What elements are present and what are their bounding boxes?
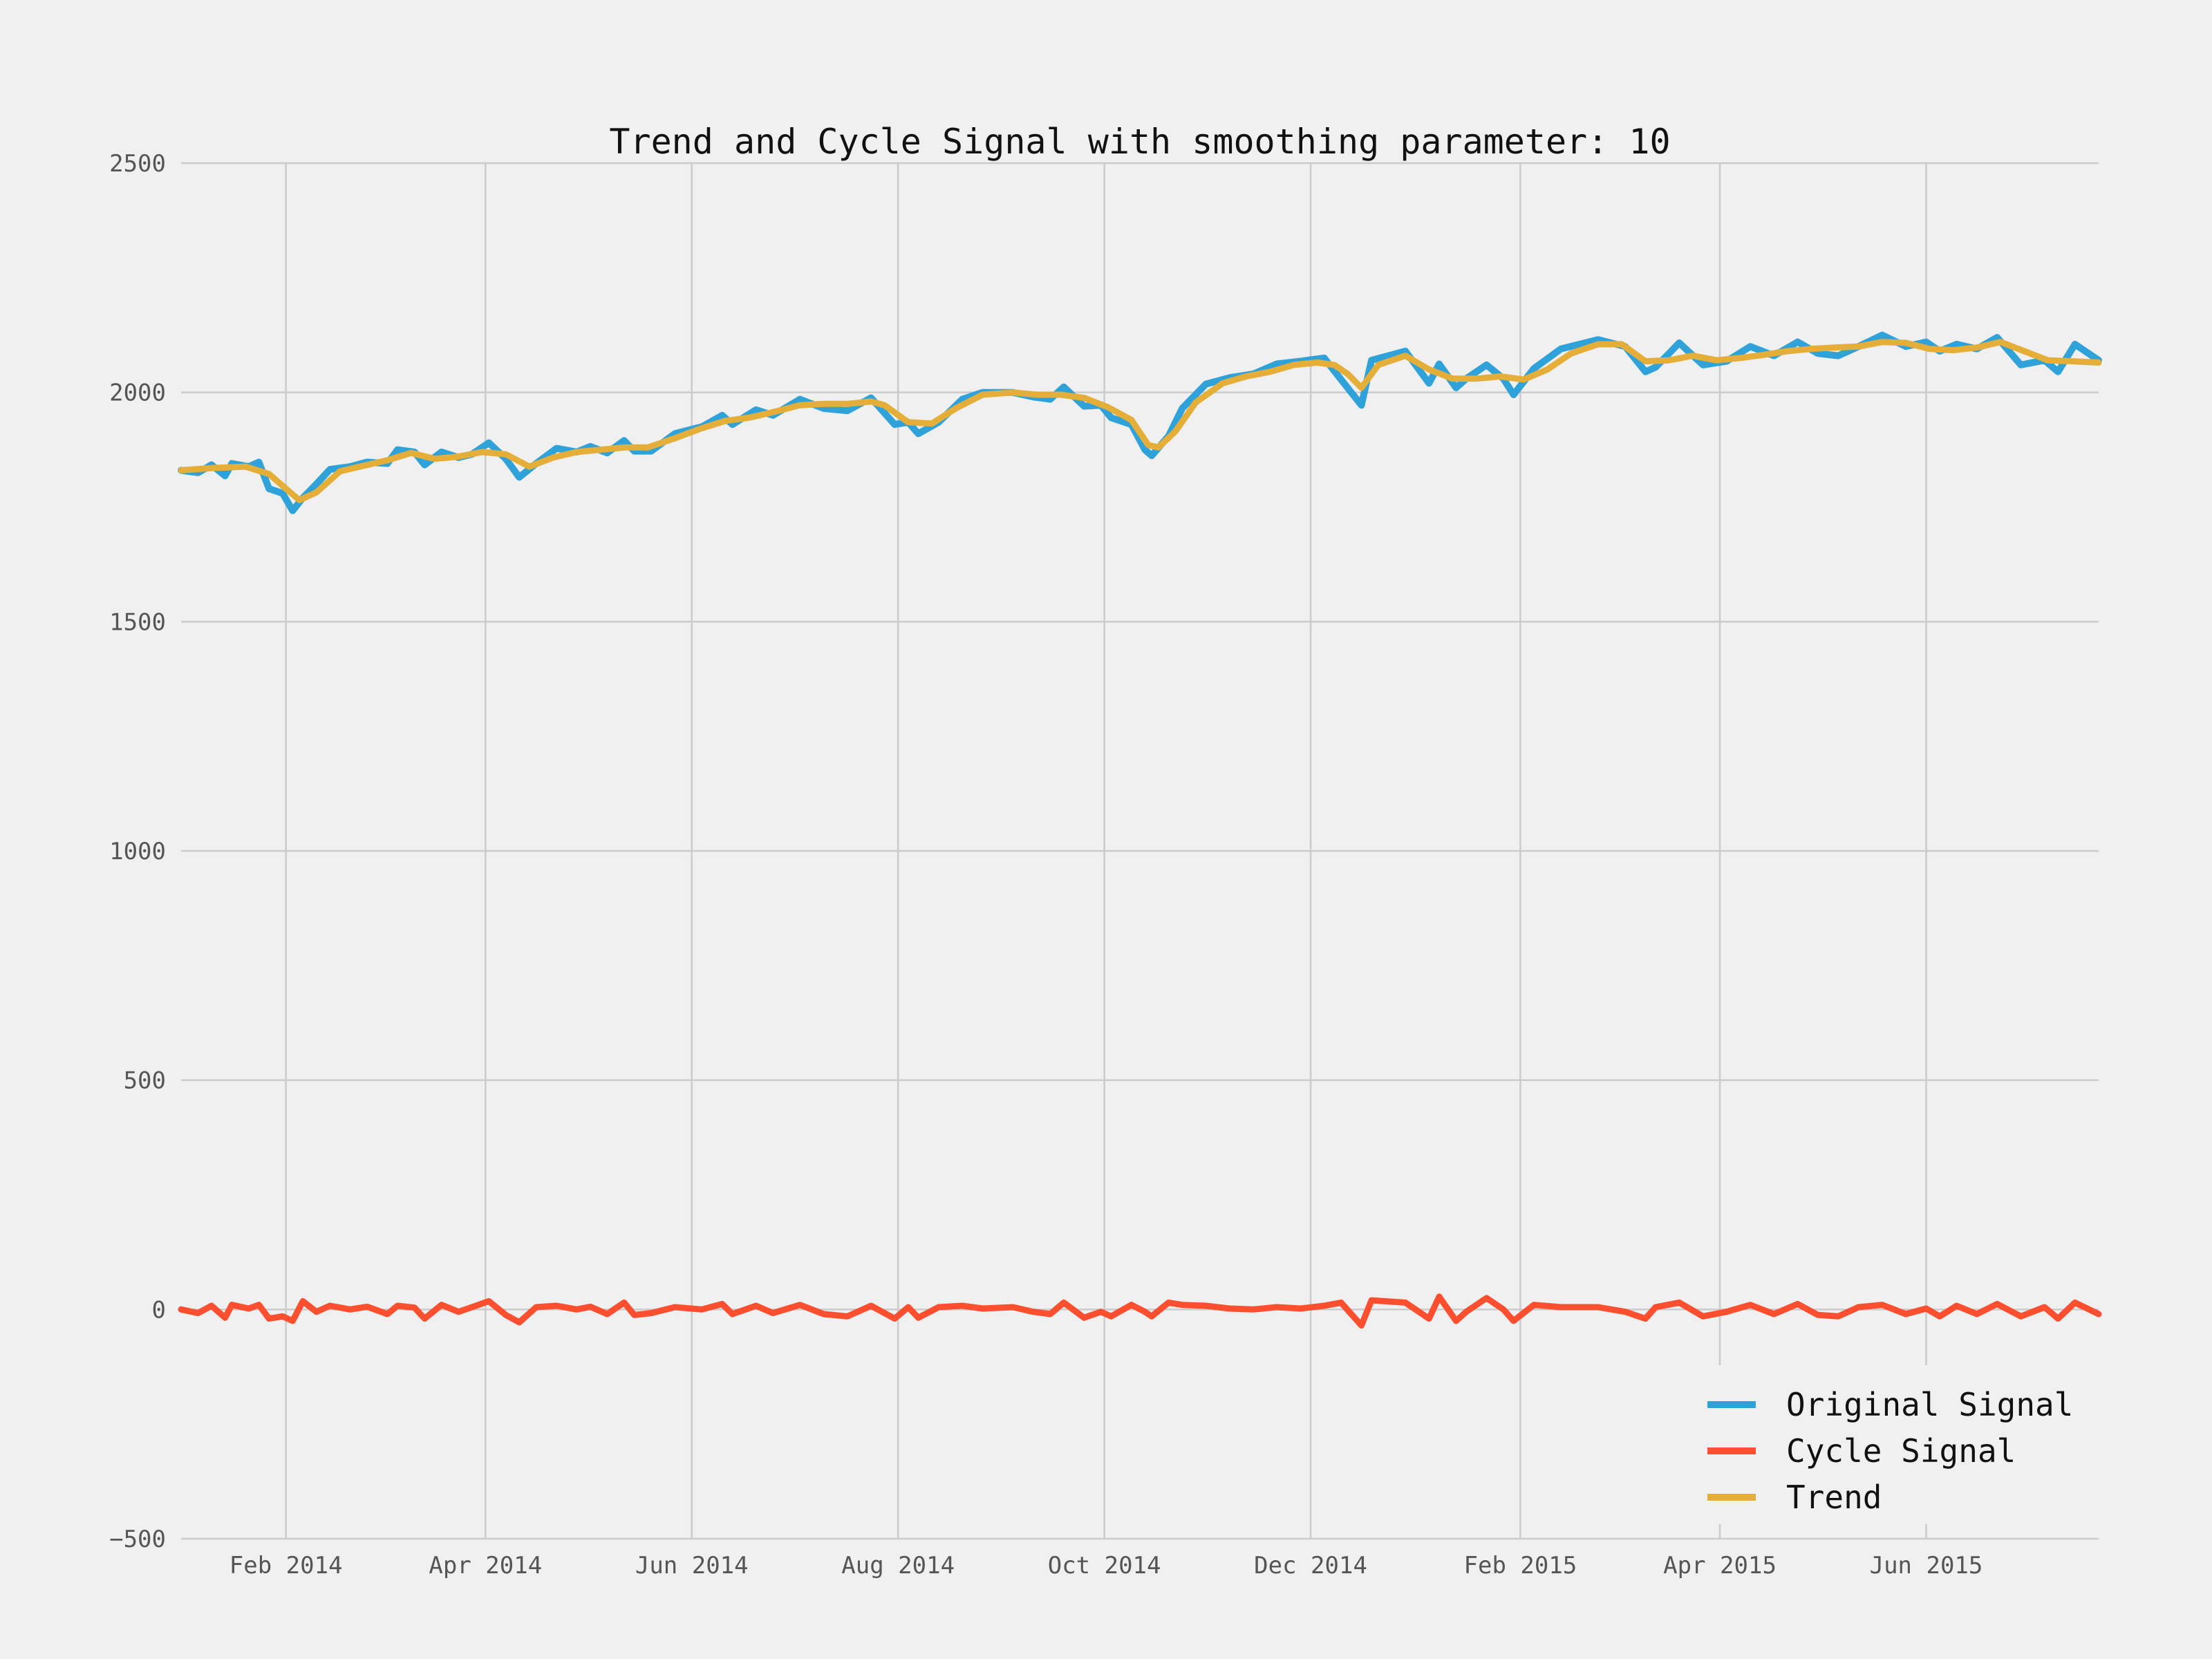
legend-label-original-signal: Original Signal: [1786, 1386, 2073, 1423]
y-tick-label: 500: [124, 1067, 166, 1095]
x-tick-label: Feb 2015: [1464, 1552, 1577, 1580]
tick-labels: −500 0 500 1000 1500 2000 2500 Feb 2014 Apr 2014…: [109, 150, 1983, 1580]
series-line-cycle-signal: [178, 1293, 2102, 1329]
x-tick-label: Feb 2014: [229, 1552, 343, 1580]
y-tick-label: 1000: [109, 838, 166, 865]
series-line-trend: [178, 339, 2102, 503]
x-tick-label: Apr 2014: [429, 1552, 542, 1580]
legend-label-trend: Trend: [1786, 1479, 1882, 1516]
y-tick-label: 2000: [109, 379, 166, 407]
legend-label-cycle-signal: Cycle Signal: [1786, 1432, 2016, 1470]
legend: Original Signal Cycle Signal Trend: [1687, 1365, 2088, 1524]
x-tick-label: Aug 2014: [841, 1552, 955, 1580]
y-tick-label: −500: [109, 1526, 166, 1553]
y-tick-label: 0: [152, 1296, 166, 1324]
y-tick-label: 1500: [109, 608, 166, 636]
x-tick-label: Oct 2014: [1048, 1552, 1161, 1580]
series-layer: [178, 331, 2102, 1329]
x-tick-label: Jun 2014: [635, 1552, 749, 1580]
y-tick-label: 2500: [109, 150, 166, 178]
x-tick-label: Jun 2015: [1870, 1552, 1983, 1580]
chart-title: Trend and Cycle Signal with smoothing pa…: [609, 122, 1670, 162]
x-tick-label: Apr 2015: [1663, 1552, 1777, 1580]
x-tick-label: Dec 2014: [1254, 1552, 1367, 1580]
